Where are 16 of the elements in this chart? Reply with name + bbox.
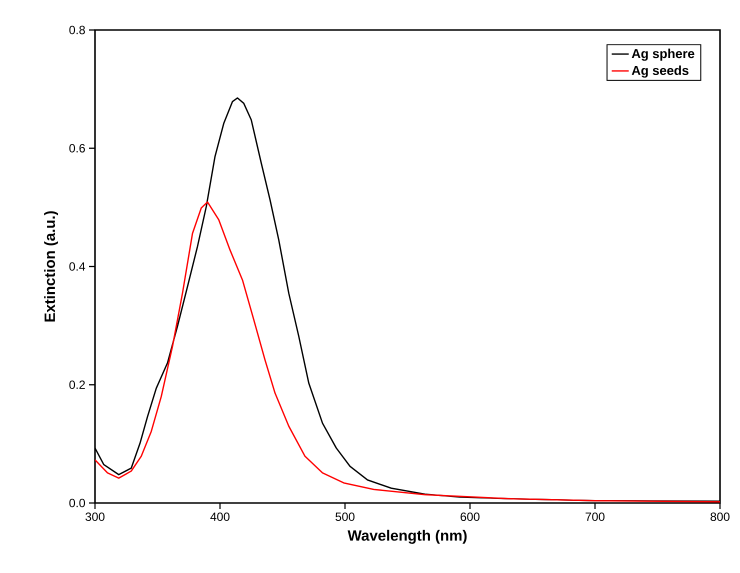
x-axis-title: Wavelength (nm): [348, 530, 467, 544]
x-tick-label: 800: [710, 512, 730, 521]
x-tick-label: 700: [586, 512, 605, 521]
x-tick-label: 400: [210, 512, 230, 521]
legend-label: Ag seeds: [632, 66, 688, 78]
legend-label: Ag sphere: [632, 48, 694, 61]
x-tick-label: 600: [460, 512, 480, 521]
x-tick-label: 500: [336, 512, 355, 521]
y-tick-label: 0.6: [69, 144, 85, 152]
y-tick-label: 0.2: [69, 380, 85, 389]
y-tick-label: 0.0: [69, 498, 86, 508]
y-axis-title: Extinction (a.u.): [44, 211, 58, 322]
y-tick-label: 0.4: [69, 262, 86, 271]
y-tick-label: 0.8: [69, 26, 85, 34]
x-tick-label: 300: [85, 512, 105, 521]
line-series: [95, 201, 720, 503]
